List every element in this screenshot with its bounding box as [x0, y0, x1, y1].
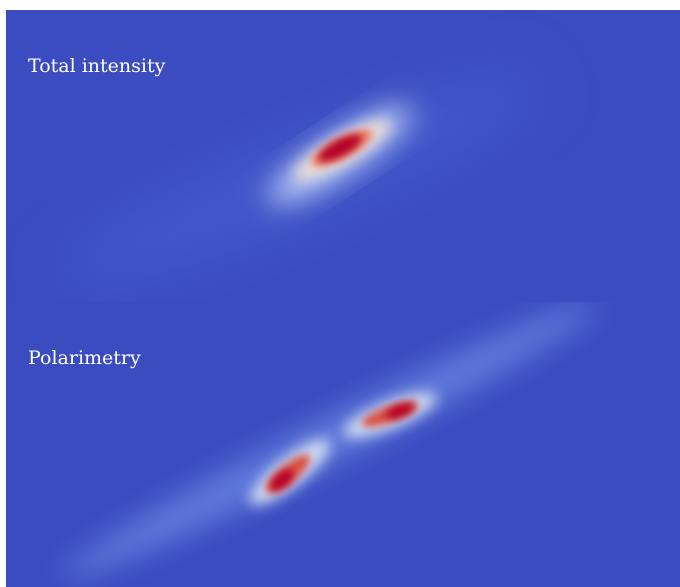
- panel-polarimetry: Polarimetry: [6, 284, 680, 587]
- figure: Total intensity Polarimetry: [0, 0, 680, 587]
- panel-label: Polarimetry: [28, 347, 141, 369]
- panel-label: Total intensity: [28, 55, 166, 77]
- panel-total-intensity: Total intensity: [6, 10, 680, 314]
